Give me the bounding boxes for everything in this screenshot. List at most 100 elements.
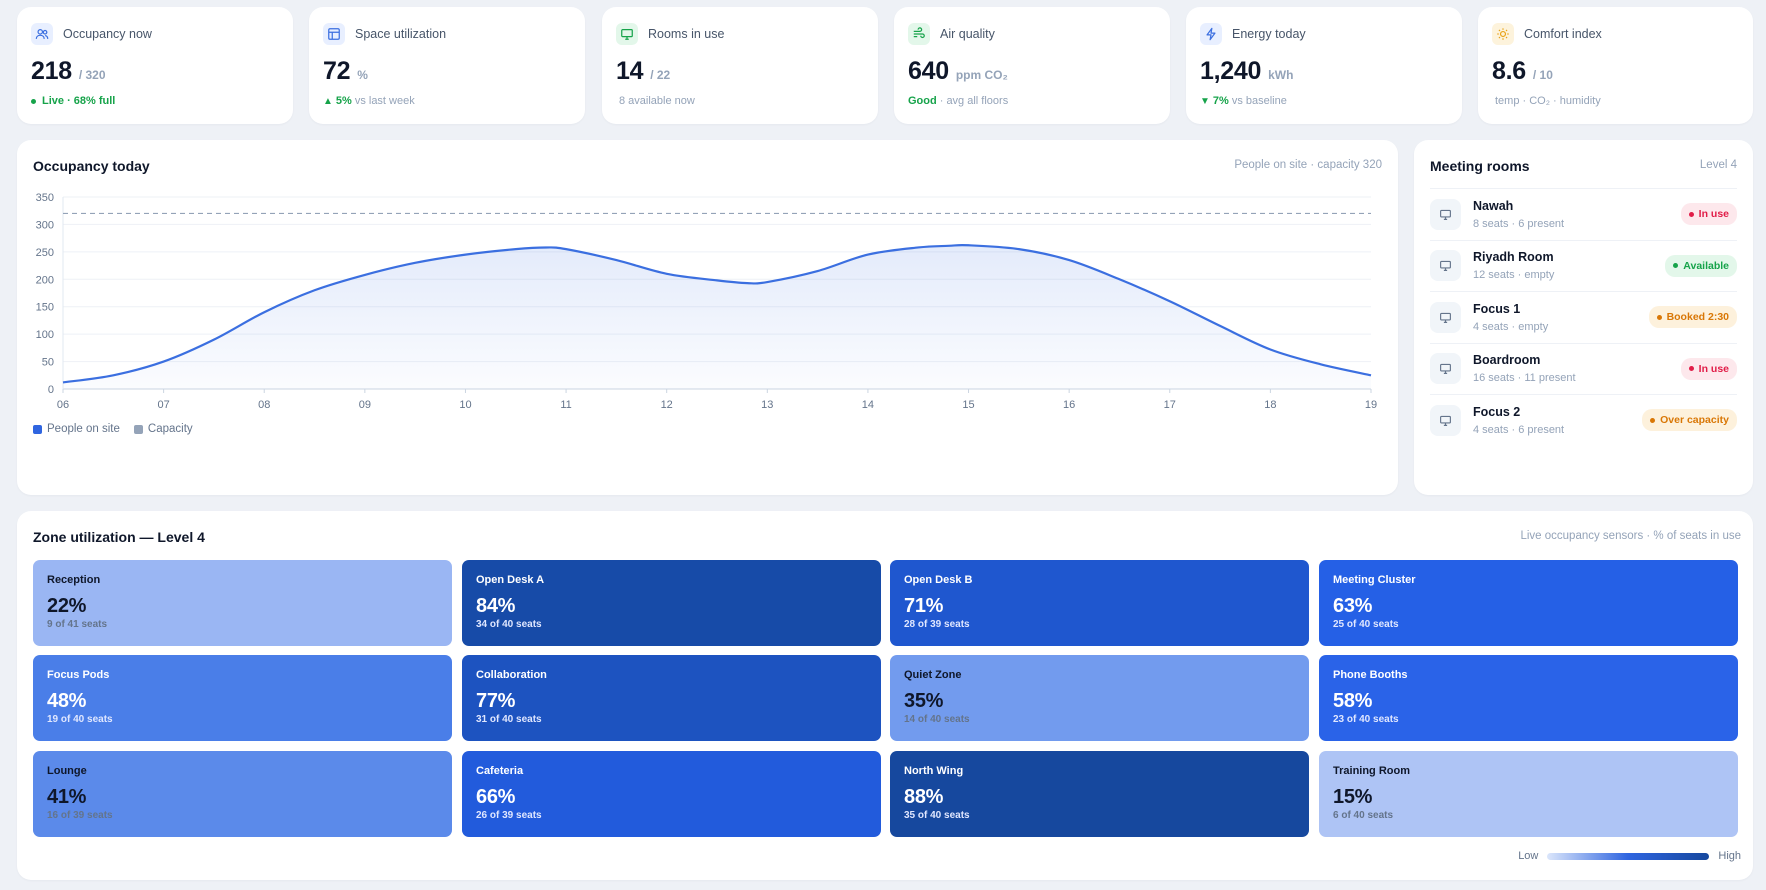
room-display-icon (1430, 301, 1461, 333)
scale-high-label: High (1718, 850, 1741, 862)
room-row[interactable]: Focus 1 4 seats · empty Booked 2:30 (1430, 291, 1737, 342)
kpi-card-comfort-index[interactable]: Comfort index 8.6 / 10 temp · CO₂ · humidit… (1478, 7, 1753, 124)
room-row[interactable]: Boardroom 16 seats · 11 present In use (1430, 342, 1737, 394)
room-name: Boardroom (1473, 353, 1541, 367)
bolt-icon (1200, 23, 1222, 45)
zone-tile-cafeteria[interactable]: Cafeteria 66% 26 of 39 seats (462, 751, 881, 837)
kpi-subtext: ▼ 7% vs baseline (1200, 95, 1448, 107)
kpi-card-occupancy-now[interactable]: Occupancy now 218 / 320 Live · 68% full (17, 7, 293, 124)
zone-tile-meeting-cluster[interactable]: Meeting Cluster 63% 25 of 40 seats (1319, 560, 1738, 646)
kpi-card-rooms-in-use[interactable]: Rooms in use 14 / 22 8 available now (602, 7, 878, 124)
kpi-sub-strong: Live · 68% full (42, 95, 116, 107)
kpi-sub-rest: · avg all floors (939, 95, 1009, 107)
zone-name: Open Desk B (904, 574, 973, 586)
x-tick-label: 17 (1164, 399, 1176, 411)
zone-tile-focus-pods[interactable]: Focus Pods 48% 19 of 40 seats (33, 655, 452, 741)
kpi-card-space-utilization[interactable]: Space utilization 72% ▲ 5% vs last week (309, 7, 585, 124)
room-row[interactable]: Focus 2 4 seats · 6 present Over capacity (1430, 394, 1737, 445)
zone-percent: 41% (47, 786, 87, 808)
room-status-badge: Over capacity (1642, 409, 1737, 431)
zone-tile-open-desk-b[interactable]: Open Desk B 71% 28 of 39 seats (890, 560, 1309, 646)
room-name: Riyadh Room (1473, 250, 1554, 264)
room-status-badge: Available (1665, 254, 1737, 277)
zone-tile-open-desk-a[interactable]: Open Desk A 84% 34 of 40 seats (462, 560, 881, 646)
zone-tile-collaboration[interactable]: Collaboration 77% 31 of 40 seats (462, 655, 881, 741)
kpi-subtext: Live · 68% full (31, 95, 279, 107)
kpi-subtext: temp · CO₂ · humidity (1492, 95, 1739, 107)
kpi-title: Comfort index (1524, 27, 1602, 41)
zone-name: Lounge (47, 765, 87, 777)
people-series-line (62, 243, 1372, 384)
room-status-label: Available (1683, 259, 1729, 272)
room-status-badge: In use (1680, 203, 1737, 225)
kpi-title: Space utilization (355, 27, 447, 41)
x-tick-label: 12 (661, 399, 673, 411)
legend-swatch-people (33, 424, 42, 434)
zone-name: Reception (47, 574, 101, 586)
occupancy-chart-card: Occupancy today People on site · capacit… (17, 140, 1398, 495)
zone-name: North Wing (904, 765, 964, 777)
x-tick-label: 19 (1365, 399, 1377, 411)
zone-percent: 35% (904, 690, 944, 712)
zone-utilization-card: Zone utilization — Level 4 Live occupanc… (17, 511, 1753, 880)
legend-item-people[interactable]: People on site (33, 423, 120, 435)
zone-tile-phone-booths[interactable]: Phone Booths 58% 23 of 40 seats (1319, 655, 1738, 741)
people-icon (31, 23, 53, 45)
zone-name: Phone Booths (1333, 669, 1408, 681)
kpi-card-energy-today[interactable]: Energy today 1,240 kWh ▼ 7% vs baseline (1186, 7, 1462, 124)
air-icon (908, 23, 930, 45)
room-status-badge: In use (1680, 357, 1737, 380)
room-name: Focus 1 (1473, 301, 1521, 316)
zone-name: Open Desk A (476, 574, 545, 586)
zone-tile-reception[interactable]: Reception 22% 9 of 41 seats (33, 560, 452, 646)
room-row[interactable]: Nawah 8 seats · 6 present In use (1430, 188, 1737, 239)
zone-tile-lounge[interactable]: Lounge 41% 16 of 39 seats (33, 751, 452, 837)
zone-percent: 71% (904, 595, 944, 617)
x-tick-label: 10 (459, 399, 471, 411)
kpi-sub-strong: Good (908, 95, 937, 107)
sun-icon (1492, 23, 1514, 45)
zone-seats: 31 of 40 seats (476, 714, 542, 725)
kpi-sub-strong: 5% (335, 95, 352, 107)
room-name: Nawah (1473, 198, 1514, 213)
legend-item-capacity[interactable]: Capacity (133, 423, 193, 435)
zone-percent: 58% (1333, 690, 1373, 712)
zone-percent: 48% (47, 690, 87, 712)
zone-name: Collaboration (476, 669, 547, 681)
status-dot-icon (1656, 314, 1662, 320)
kpi-title: Energy today (1232, 27, 1306, 41)
zone-name: Cafeteria (476, 765, 524, 777)
monitor-icon (616, 23, 638, 45)
zone-tile-north-wing[interactable]: North Wing 88% 35 of 40 seats (890, 751, 1309, 837)
room-details: 8 seats · 6 present (1473, 217, 1565, 230)
x-tick-label: 16 (1063, 399, 1075, 411)
status-dot-icon (1688, 366, 1694, 371)
zone-percent: 77% (476, 690, 516, 712)
room-details: 4 seats · empty (1473, 320, 1549, 333)
legend-swatch-capacity (133, 424, 143, 434)
legend-label-capacity: Capacity (147, 423, 193, 435)
kpi-subtext: 8 available now (616, 95, 864, 107)
zone-name: Quiet Zone (904, 669, 962, 681)
zone-percent: 88% (904, 786, 944, 808)
x-tick-label: 09 (359, 399, 371, 411)
zone-name: Training Room (1333, 765, 1410, 777)
room-row[interactable]: Riyadh Room 12 seats · empty Available (1430, 239, 1737, 291)
status-dot-icon (1673, 263, 1679, 268)
status-dot-icon (1650, 417, 1656, 423)
kpi-card-air-quality[interactable]: Air quality 640 ppm CO₂ Good · avg all floor… (894, 7, 1170, 124)
kpi-unit: / 320 (78, 68, 106, 82)
zone-seats: 23 of 40 seats (1333, 714, 1399, 725)
kpi-subtext: ▲ 5% vs last week (323, 95, 571, 107)
x-tick-label: 11 (560, 399, 571, 411)
x-tick-label: 15 (962, 399, 974, 411)
y-tick-label: 300 (36, 219, 54, 231)
kpi-title: Air quality (940, 27, 995, 41)
zone-tile-training-room[interactable]: Training Room 15% 6 of 40 seats (1319, 751, 1738, 837)
room-display-icon (1430, 198, 1461, 230)
y-tick-label: 0 (48, 384, 54, 396)
zone-tile-quiet-zone[interactable]: Quiet Zone 35% 14 of 40 seats (890, 655, 1309, 741)
x-tick-label: 06 (57, 399, 69, 411)
trend-up-icon: ▲ (323, 95, 333, 107)
room-name: Focus 2 (1473, 404, 1521, 419)
